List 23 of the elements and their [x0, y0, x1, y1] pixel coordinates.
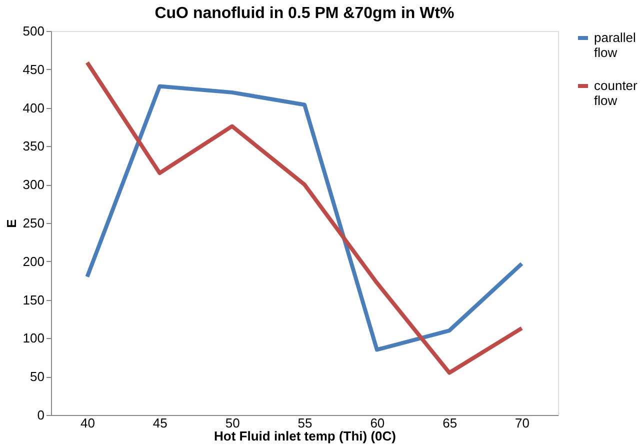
- y-tick-label: 200: [22, 254, 44, 269]
- legend-label: parallel flow: [594, 30, 636, 60]
- y-tick-label: 400: [22, 100, 44, 116]
- x-axis-title: Hot Fluid inlet temp (Thi) (0C): [214, 428, 396, 444]
- chart-title: CuO nanofluid in 0.5 PM &70gm in Wt%: [154, 5, 454, 22]
- y-tick-label: 450: [22, 62, 44, 77]
- x-tick-label: 65: [442, 416, 458, 430]
- y-tick-label: 350: [22, 138, 44, 154]
- y-tick-label: 300: [22, 177, 44, 192]
- x-tick-label: 70: [515, 416, 530, 430]
- x-tick-label: 50: [225, 416, 240, 430]
- y-tick-label: 100: [22, 330, 44, 346]
- y-tick-label: 150: [22, 292, 44, 308]
- y-tick-label: 0: [37, 408, 44, 422]
- legend-label: counter flow: [594, 78, 638, 108]
- x-tick-label: 40: [80, 416, 95, 430]
- y-tick-label: 250: [22, 216, 44, 230]
- y-tick-label: 500: [22, 24, 44, 38]
- x-tick-label: 55: [298, 416, 312, 430]
- y-tick-label: 50: [30, 369, 44, 384]
- y-axis-title: E: [4, 218, 19, 228]
- x-tick-label: 45: [152, 416, 168, 430]
- x-tick-label: 60: [370, 416, 385, 430]
